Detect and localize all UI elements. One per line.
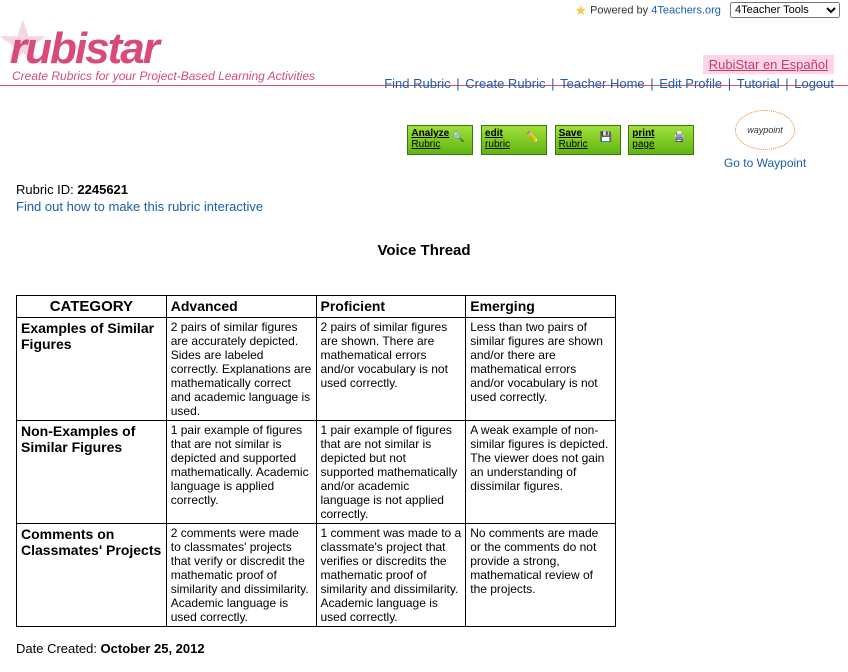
logo-text: rubistar bbox=[0, 27, 315, 71]
waypoint-link[interactable]: Go to Waypoint bbox=[724, 156, 806, 170]
row-category: Comments on Classmates' Projects bbox=[17, 524, 167, 627]
magnifier-icon: 🔍 bbox=[452, 132, 470, 150]
waypoint-block: waypoint Go to Waypoint bbox=[724, 110, 806, 170]
edit-rubric-button[interactable]: edit rubric ✏️ bbox=[481, 125, 547, 155]
save-rubric-button[interactable]: Save Rubric 💾 bbox=[555, 125, 621, 155]
rubric-title: Voice Thread bbox=[16, 242, 832, 259]
nav-links: Find Rubric | Create Rubric | Teacher Ho… bbox=[384, 76, 834, 91]
rubric-id-label: Rubric ID: bbox=[16, 182, 77, 197]
date-label: Date Created: bbox=[16, 641, 101, 656]
printer-icon: 🖨️ bbox=[673, 132, 691, 150]
print-page-button[interactable]: print page 🖨️ bbox=[628, 125, 694, 155]
col-proficient: Proficient bbox=[316, 296, 466, 318]
date-value: October 25, 2012 bbox=[101, 641, 205, 656]
cell: 2 pairs of similar figures are accuratel… bbox=[166, 318, 316, 421]
table-header-row: CATEGORY Advanced Proficient Emerging bbox=[17, 296, 616, 318]
cell: 2 pairs of similar figures are shown. Th… bbox=[316, 318, 466, 421]
cell: No comments are made or the comments do … bbox=[466, 524, 616, 627]
cell: 1 pair example of figures that are not s… bbox=[166, 421, 316, 524]
top-bar: ★ Powered by 4Teachers.org 4Teacher Tool… bbox=[0, 0, 848, 21]
table-row: Non-Examples of Similar Figures 1 pair e… bbox=[17, 421, 616, 524]
nav-logout[interactable]: Logout bbox=[794, 76, 834, 91]
powered-prefix: Powered by bbox=[590, 4, 651, 16]
row-category: Non-Examples of Similar Figures bbox=[17, 421, 167, 524]
date-created-line: Date Created: October 25, 2012 bbox=[16, 641, 832, 656]
col-advanced: Advanced bbox=[166, 296, 316, 318]
rubric-id-line: Rubric ID: 2245621 bbox=[16, 182, 832, 197]
pencil-icon: ✏️ bbox=[526, 132, 544, 150]
row-category: Examples of Similar Figures bbox=[17, 318, 167, 421]
cell: A weak example of non-similar figures is… bbox=[466, 421, 616, 524]
col-category: CATEGORY bbox=[17, 296, 167, 318]
analyze-rubric-button[interactable]: Analyze Rubric 🔍 bbox=[407, 125, 473, 155]
nav-create-rubric[interactable]: Create Rubric bbox=[465, 76, 545, 91]
waypoint-icon: waypoint bbox=[735, 110, 795, 150]
espanol-link[interactable]: RubiStar en Español bbox=[703, 55, 834, 74]
powered-by-link[interactable]: Powered by 4Teachers.org bbox=[590, 4, 724, 16]
cell: Less than two pairs of similar figures a… bbox=[466, 318, 616, 421]
table-row: Comments on Classmates' Projects 2 comme… bbox=[17, 524, 616, 627]
floppy-icon: 💾 bbox=[600, 132, 618, 150]
nav-find-rubric[interactable]: Find Rubric bbox=[384, 76, 450, 91]
col-emerging: Emerging bbox=[466, 296, 616, 318]
nav-edit-profile[interactable]: Edit Profile bbox=[659, 76, 722, 91]
header-right: RubiStar en Español Find Rubric | Create… bbox=[384, 55, 834, 91]
nav-tutorial[interactable]: Tutorial bbox=[737, 76, 780, 91]
nav-teacher-home[interactable]: Teacher Home bbox=[560, 76, 645, 91]
content: Analyze Rubric 🔍 edit rubric ✏️ Save Rub… bbox=[0, 86, 848, 672]
rubric-id-value: 2245621 bbox=[77, 182, 128, 197]
header: rubistar Create Rubrics for your Project… bbox=[0, 21, 848, 83]
cell: 2 comments were made to classmates' proj… bbox=[166, 524, 316, 627]
cell: 1 comment was made to a classmate's proj… bbox=[316, 524, 466, 627]
cell: 1 pair example of figures that are not s… bbox=[316, 421, 466, 524]
make-interactive-link[interactable]: Find out how to make this rubric interac… bbox=[16, 199, 263, 214]
rubric-table: CATEGORY Advanced Proficient Emerging Ex… bbox=[16, 295, 616, 627]
toolbar: Analyze Rubric 🔍 edit rubric ✏️ Save Rub… bbox=[16, 110, 832, 170]
teacher-tools-select[interactable]: 4Teacher Tools bbox=[730, 2, 840, 18]
logo-block: rubistar Create Rubrics for your Project… bbox=[0, 21, 315, 83]
powered-org: 4Teachers.org bbox=[651, 4, 721, 16]
star-icon: ★ bbox=[574, 2, 587, 18]
table-row: Examples of Similar Figures 2 pairs of s… bbox=[17, 318, 616, 421]
